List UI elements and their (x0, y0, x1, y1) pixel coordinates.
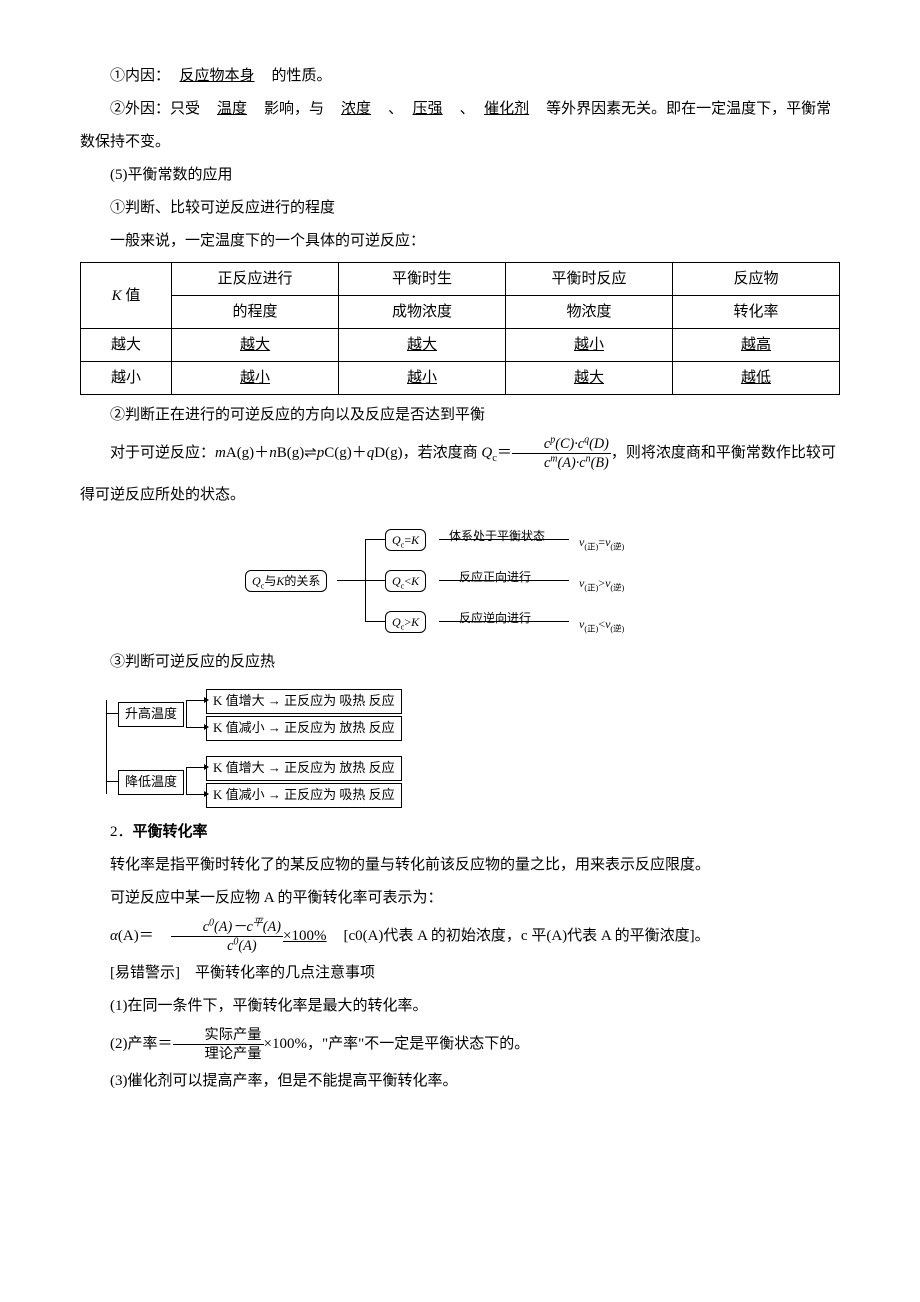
heading-2: 2．平衡转化率 (80, 815, 840, 849)
line-10: ③判断可逆反应的反应热 (80, 646, 840, 679)
line-7: 一般来说，一定温度下的一个具体的可逆反应： (80, 225, 840, 258)
note-2: (2)产率＝实际产量理论产量×100%，"产率"不一定是平衡状态下的。 (80, 1023, 840, 1065)
line-11: 转化率是指平衡时转化了的某反应物的量与转化前该反应物的量之比，用来表示反应限度。 (80, 849, 840, 882)
line-6: ①判断、比较可逆反应进行的程度 (80, 192, 840, 225)
note-3: (3)催化剂可以提高产率，但是不能提高平衡转化率。 (80, 1065, 840, 1098)
qc-k-diagram: Qc与K的关系 Qc=K Qc<K Qc>K 体系处于平衡状态 v(正)=v(逆… (245, 526, 675, 636)
heat-diagram: 升高温度 降低温度 K 值增大 → 正反应为 吸热 反应 K 值减小 → 正反应… (106, 687, 466, 807)
line-5: (5)平衡常数的应用 (80, 159, 840, 192)
warn-heading: [易错警示] 平衡转化率的几点注意事项 (80, 957, 840, 990)
line-2: ②外因：只受 温度 影响，与 浓度 、 压强 、 催化剂 等外界因素无关。即在一… (80, 93, 840, 159)
line-9: 对于可逆反应：mA(g)＋nB(g)⇌pC(g)＋qD(g)，若浓度商 Qc＝c… (80, 432, 840, 516)
line-12: 可逆反应中某一反应物 A 的平衡转化率可表示为： (80, 882, 840, 915)
note-1: (1)在同一条件下，平衡转化率是最大的转化率。 (80, 990, 840, 1023)
line-1: ①内因： 反应物本身 的性质。 (80, 60, 840, 93)
line-8: ②判断正在进行的可逆反应的方向以及反应是否达到平衡 (80, 399, 840, 432)
k-value-table: K 值 正反应进行 平衡时生 平衡时反应 反应物 的程度成物浓度物浓度转化率 越… (80, 262, 840, 395)
alpha-formula: α(A)＝ c0(A)－c平(A)c0(A)×100% [c0(A)代表 A 的… (80, 915, 840, 957)
